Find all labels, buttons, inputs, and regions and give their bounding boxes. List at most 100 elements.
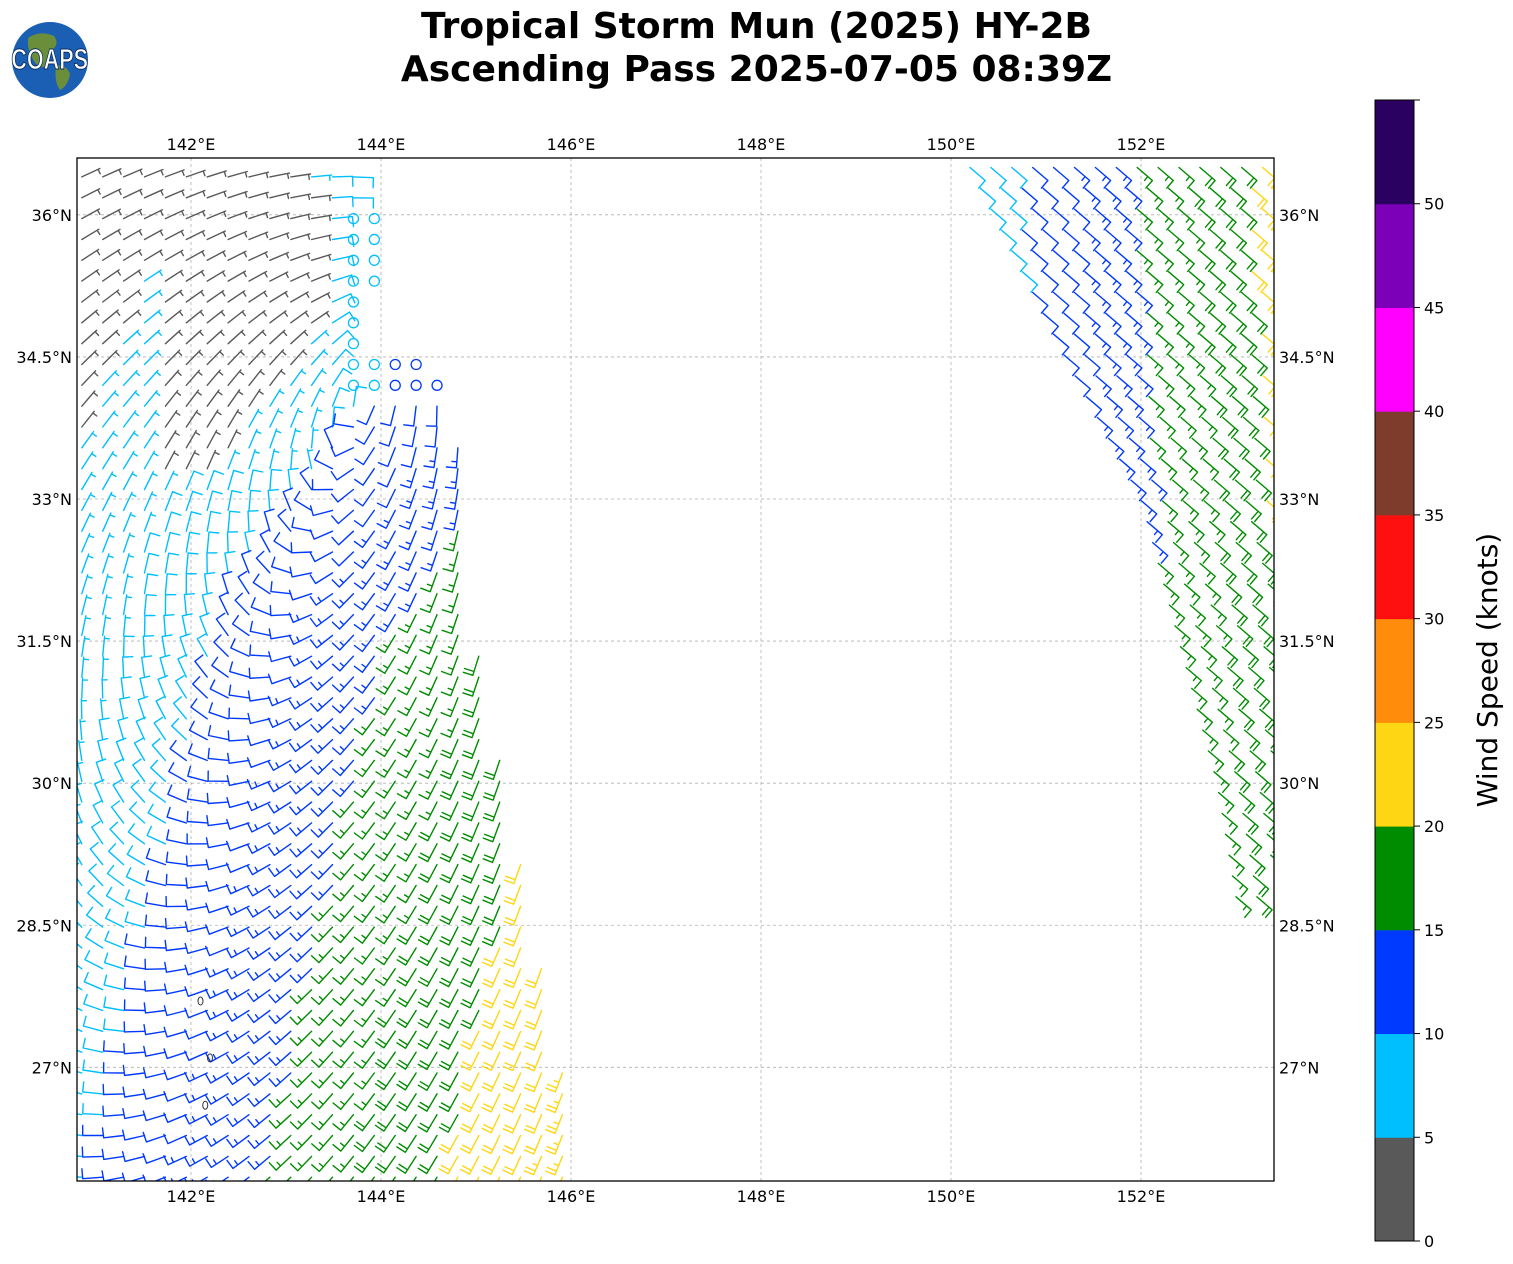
wind-barb bbox=[81, 574, 93, 595]
wind-barb bbox=[227, 290, 247, 303]
wind-barb bbox=[153, 716, 167, 741]
wind-barb bbox=[545, 1155, 564, 1176]
wind-barb bbox=[375, 1072, 396, 1091]
colorbar-bin bbox=[1375, 722, 1414, 827]
wind-barb bbox=[142, 1088, 167, 1100]
wind-barb bbox=[142, 1174, 167, 1181]
wind-barb bbox=[1052, 291, 1070, 314]
wind-barb bbox=[1178, 250, 1195, 273]
wind-barb bbox=[82, 1059, 104, 1074]
wind-barb bbox=[226, 775, 250, 787]
wind-barb bbox=[163, 1112, 187, 1123]
wind-barb bbox=[1248, 666, 1265, 689]
wind-barb bbox=[377, 468, 396, 488]
wind-barb bbox=[1266, 833, 1274, 853]
wind-barb bbox=[1211, 687, 1229, 710]
wind-barb bbox=[1157, 208, 1174, 231]
wind-barb bbox=[1146, 187, 1164, 210]
wind-barb bbox=[1199, 562, 1216, 585]
wind-barb bbox=[309, 572, 334, 585]
wind-barb bbox=[418, 759, 438, 779]
wind-barb bbox=[121, 1151, 146, 1163]
wind-barb bbox=[1178, 166, 1195, 189]
lon-tick-label-bottom: 148°E bbox=[737, 1187, 786, 1206]
wind-barb bbox=[122, 1129, 146, 1141]
wind-barb bbox=[248, 251, 269, 261]
wind-barb bbox=[122, 410, 140, 428]
wind-barb bbox=[121, 1172, 146, 1181]
wind-barb bbox=[112, 779, 125, 803]
wind-barb bbox=[248, 310, 267, 324]
wind-barb bbox=[332, 1114, 355, 1131]
wind-barb bbox=[310, 348, 328, 366]
wind-barb bbox=[332, 989, 355, 1006]
wind-barb bbox=[143, 1045, 167, 1057]
wind-barb bbox=[186, 833, 208, 845]
wind-barb bbox=[227, 409, 243, 428]
wind-barb bbox=[122, 390, 140, 407]
wind-barb bbox=[288, 634, 313, 645]
wind-barb bbox=[331, 235, 355, 247]
colorbar-bin bbox=[1375, 1137, 1414, 1242]
wind-barb bbox=[356, 405, 375, 426]
wind-barb bbox=[1181, 458, 1199, 481]
wind-barb bbox=[397, 613, 417, 634]
wind-barb bbox=[1199, 208, 1216, 231]
wind-barb bbox=[164, 169, 185, 178]
wind-barb bbox=[1032, 250, 1049, 273]
wind-barb bbox=[1269, 666, 1274, 673]
wind-barb bbox=[102, 451, 118, 470]
wind-barb bbox=[81, 329, 100, 345]
wind-barb bbox=[417, 1114, 438, 1133]
wind-barb bbox=[143, 1024, 167, 1036]
wind-barb bbox=[311, 1030, 334, 1047]
wind-barb bbox=[122, 471, 138, 491]
wind-barb bbox=[1261, 208, 1274, 231]
wind-barb bbox=[270, 581, 292, 595]
wind-barb bbox=[442, 572, 459, 593]
wind-barb bbox=[461, 718, 480, 739]
wind-barb bbox=[122, 168, 143, 178]
lon-tick-label-bottom: 152°E bbox=[1117, 1187, 1166, 1206]
wind-barb bbox=[331, 613, 355, 630]
wind-barb bbox=[1052, 333, 1070, 356]
wind-barb bbox=[82, 1037, 104, 1053]
wind-barb bbox=[353, 593, 375, 611]
wind-barb bbox=[417, 989, 438, 1008]
wind-barb bbox=[164, 269, 184, 282]
wind-barb bbox=[412, 1176, 417, 1181]
wind-barb bbox=[289, 1009, 313, 1026]
colorbar-bin bbox=[1375, 100, 1414, 205]
wind-barbs bbox=[77, 166, 1274, 1181]
wind-barb bbox=[1084, 312, 1101, 335]
wind-barb bbox=[1220, 208, 1237, 231]
wind-barb bbox=[1000, 229, 1018, 252]
wind-barb bbox=[77, 1070, 83, 1074]
wind-barb bbox=[332, 1072, 355, 1090]
wind-barb bbox=[226, 1009, 250, 1022]
wind-barb bbox=[246, 843, 271, 854]
gridlines bbox=[77, 158, 1274, 1181]
wind-barb bbox=[396, 968, 417, 987]
wind-barb bbox=[268, 926, 292, 941]
wind-barb bbox=[108, 843, 125, 866]
wind-barb bbox=[267, 717, 292, 728]
wind-barb-calm bbox=[389, 379, 401, 391]
wind-barb bbox=[248, 211, 269, 220]
wind-barb bbox=[461, 822, 480, 843]
wind-barb bbox=[1199, 333, 1216, 356]
wind-barb bbox=[206, 409, 222, 428]
wind-barb bbox=[441, 593, 459, 614]
wind-barb bbox=[143, 614, 156, 637]
wind-barb bbox=[460, 1072, 480, 1092]
wind-barb bbox=[396, 1072, 417, 1091]
wind-barb bbox=[143, 369, 161, 386]
wind-barb bbox=[1207, 750, 1225, 773]
wind-barb bbox=[269, 349, 287, 366]
coaps-logo: COAPS bbox=[10, 20, 90, 100]
wind-barb bbox=[82, 1124, 104, 1137]
wind-barb bbox=[445, 447, 459, 469]
wind-barb bbox=[1235, 541, 1253, 564]
wind-barb bbox=[310, 989, 334, 1006]
wind-barb bbox=[288, 738, 313, 753]
